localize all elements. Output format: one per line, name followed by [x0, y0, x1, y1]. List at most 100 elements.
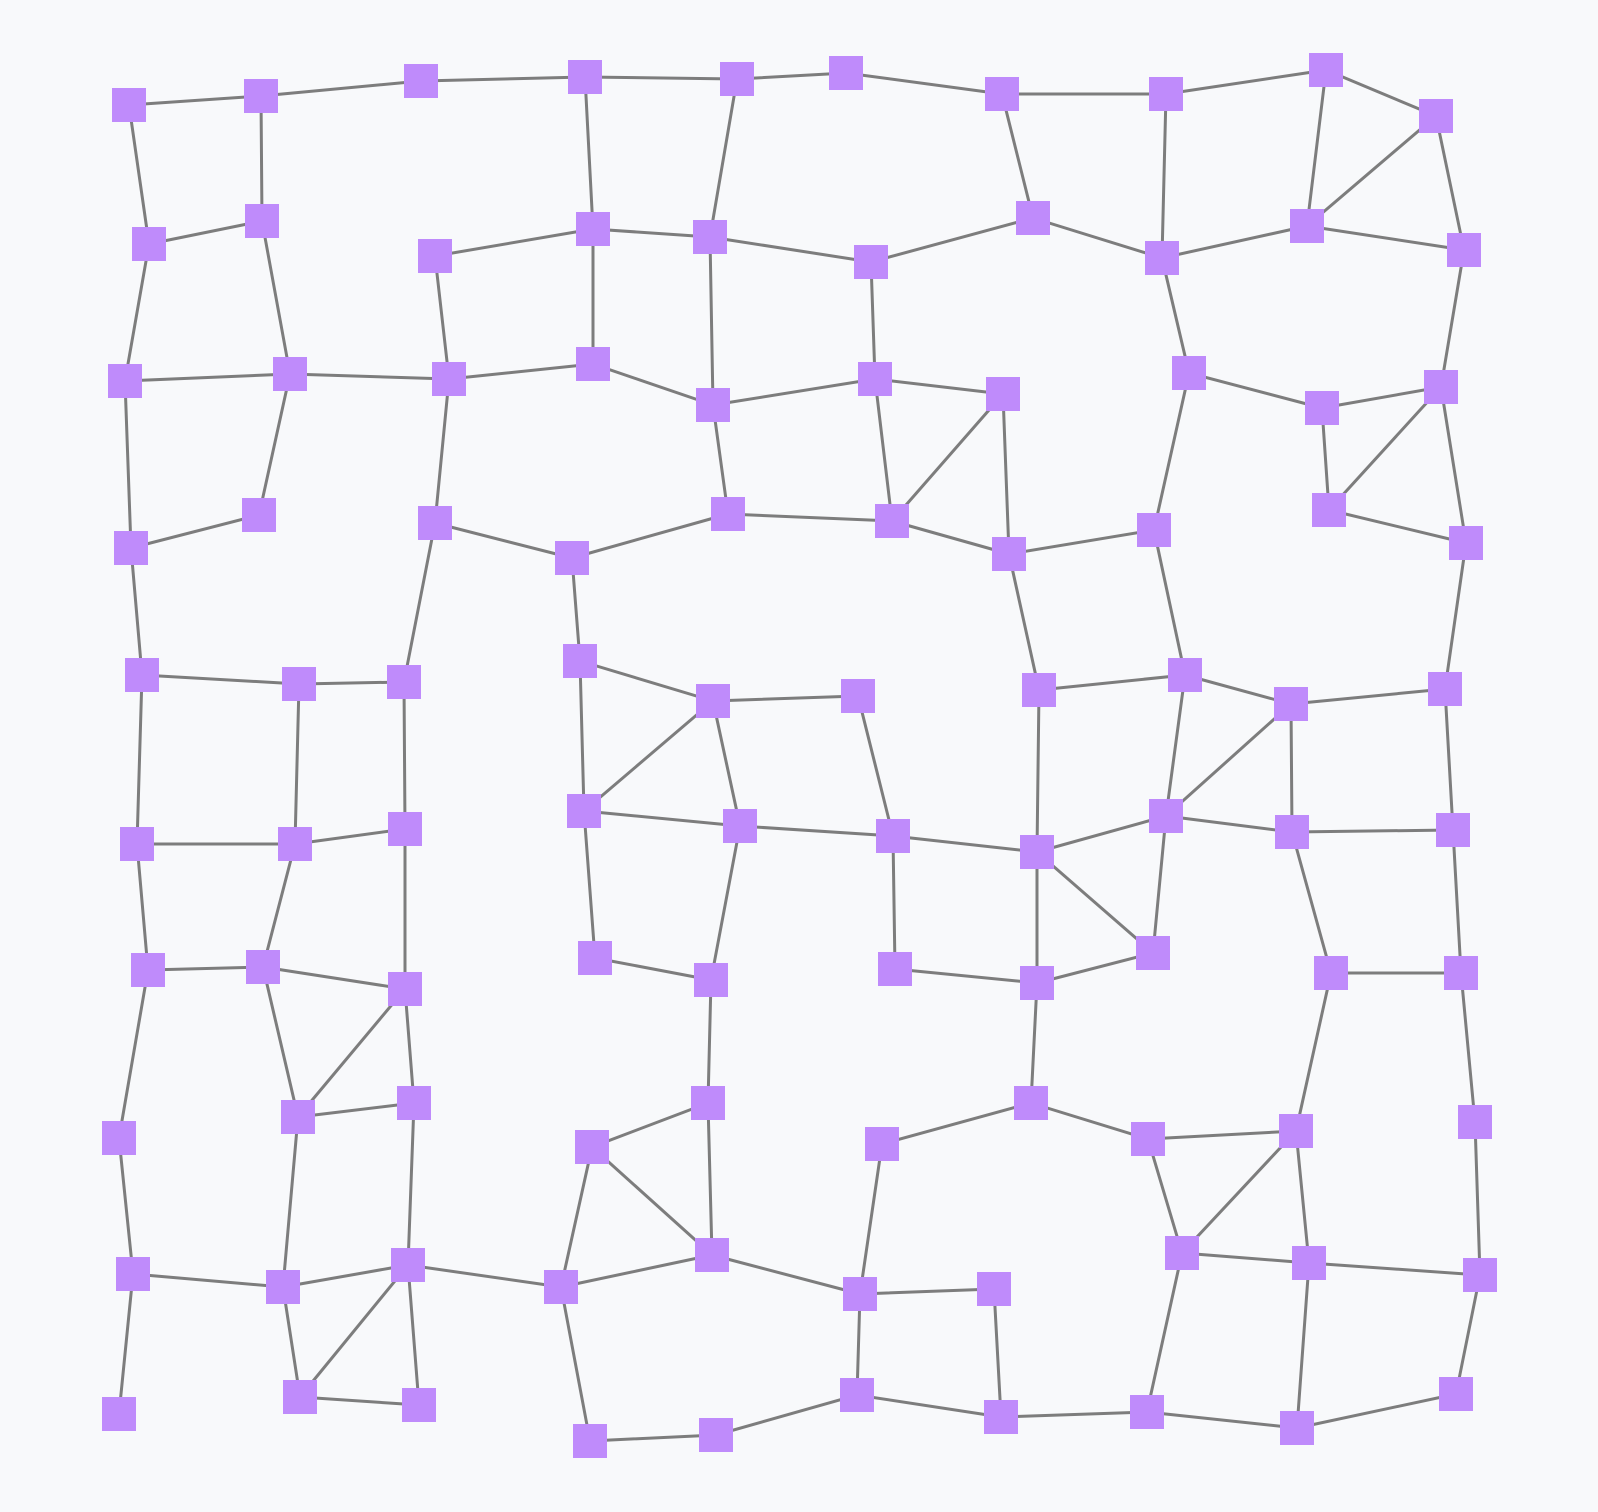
- edge-n29-n30: [1320, 385, 1443, 410]
- edge-n67-n68: [1035, 951, 1155, 985]
- edge-n74-n84: [559, 1145, 594, 1289]
- edge-n24-n25: [591, 362, 715, 407]
- edge-n40-n50: [1443, 541, 1468, 691]
- node-n60: [1436, 813, 1470, 847]
- edge-n67-n77: [1029, 981, 1039, 1105]
- edge-n28-n29: [1187, 371, 1324, 410]
- node-n12: [245, 204, 279, 238]
- edge-n25-n35: [711, 403, 730, 516]
- edge-n71-n81: [117, 1136, 135, 1276]
- node-n44: [563, 644, 597, 678]
- node-n03: [404, 64, 438, 98]
- edge-n89-n90: [1307, 1261, 1482, 1277]
- edge-n58-n68: [1151, 814, 1168, 955]
- edge-n19-n20: [1305, 224, 1466, 252]
- node-n15: [693, 220, 727, 254]
- node-n69: [1314, 956, 1348, 990]
- edge-n16-n17: [869, 216, 1035, 264]
- edge-n34-n44: [570, 556, 582, 663]
- node-n32: [242, 498, 276, 532]
- node-n53: [388, 812, 422, 846]
- edge-n02-n03: [259, 79, 423, 98]
- edge-n58-n59: [1164, 814, 1294, 834]
- edge-n63-n72: [296, 987, 407, 1119]
- edge-n17-n18: [1031, 216, 1164, 260]
- node-n19: [1290, 209, 1324, 243]
- node-n98: [1130, 1395, 1164, 1429]
- node-n37: [992, 537, 1026, 571]
- edge-n81-n82: [131, 1272, 285, 1289]
- node-layer: [102, 53, 1497, 1458]
- edge-n62-n72: [261, 965, 300, 1119]
- node-n07: [985, 77, 1019, 111]
- edge-n21-n22: [123, 372, 292, 383]
- node-n75: [691, 1086, 725, 1120]
- edge-n72-n73: [296, 1101, 416, 1119]
- edge-n49-n59: [1289, 702, 1294, 834]
- edge-n85-n86: [710, 1253, 862, 1296]
- node-n68: [1136, 936, 1170, 970]
- edge-n94-n95: [588, 1433, 718, 1443]
- edge-n09-n19: [1305, 68, 1328, 228]
- node-n04: [568, 60, 602, 94]
- edge-n59-n60: [1290, 828, 1455, 834]
- edge-n63-n73: [403, 987, 416, 1105]
- node-n62: [246, 950, 280, 984]
- edge-n78-n79: [1146, 1129, 1298, 1141]
- edge-n14-n15: [591, 227, 712, 239]
- node-n17: [1016, 201, 1050, 235]
- edge-n42-n43: [297, 680, 406, 686]
- edge-n04-n14: [583, 75, 595, 231]
- node-n87: [977, 1272, 1011, 1306]
- node-n09: [1309, 53, 1343, 87]
- edge-n48-n58: [1164, 673, 1187, 818]
- edge-n64-n65: [593, 956, 713, 982]
- edge-n18-n19: [1160, 224, 1309, 260]
- node-n89: [1292, 1246, 1326, 1280]
- edge-n48-n49: [1183, 673, 1293, 706]
- edge-n45-n55: [711, 699, 742, 828]
- edge-n26-n36: [873, 377, 894, 523]
- edge-n26-n27: [873, 377, 1005, 396]
- node-n08: [1149, 77, 1183, 111]
- node-n14: [576, 212, 610, 246]
- node-n63: [388, 972, 422, 1006]
- edge-n61-n62: [146, 965, 265, 972]
- edge-n55-n56: [738, 824, 895, 838]
- edge-n56-n66: [891, 834, 897, 971]
- edge-n15-n16: [708, 235, 873, 264]
- node-n46: [841, 679, 875, 713]
- node-n72: [281, 1100, 315, 1134]
- edge-n23-n33: [433, 377, 451, 525]
- edge-n62-n63: [261, 965, 407, 991]
- node-n99: [1280, 1411, 1314, 1445]
- node-n67: [1020, 966, 1054, 1000]
- edge-n80-n90: [1473, 1120, 1482, 1277]
- node-n83: [391, 1248, 425, 1282]
- node-n85: [695, 1238, 729, 1272]
- node-n36: [875, 504, 909, 538]
- edge-n74-n85: [590, 1145, 714, 1257]
- edge-n36-n37: [890, 519, 1011, 556]
- edge-n95-n96: [714, 1393, 859, 1437]
- edge-n52-n53: [293, 827, 407, 846]
- edge-n57-n68: [1035, 850, 1155, 955]
- edge-n10-n20: [1434, 114, 1466, 252]
- node-n34: [555, 541, 589, 575]
- edge-n44-n54: [578, 659, 586, 813]
- edge-n60-n70: [1451, 828, 1463, 975]
- edge-n88-n98: [1145, 1251, 1184, 1414]
- edge-n77-n78: [1029, 1101, 1150, 1141]
- node-n52: [278, 827, 312, 861]
- node-n25: [696, 388, 730, 422]
- node-n38: [1137, 513, 1171, 547]
- edge-n69-n79: [1294, 971, 1333, 1133]
- node-n40: [1449, 526, 1483, 560]
- node-n42: [282, 667, 316, 701]
- edge-n21-n31: [123, 379, 133, 550]
- edge-n31-n32: [129, 513, 261, 550]
- edge-n02-n12: [259, 94, 264, 223]
- edge-n81-n91: [117, 1272, 135, 1416]
- edge-n12-n22: [260, 219, 292, 376]
